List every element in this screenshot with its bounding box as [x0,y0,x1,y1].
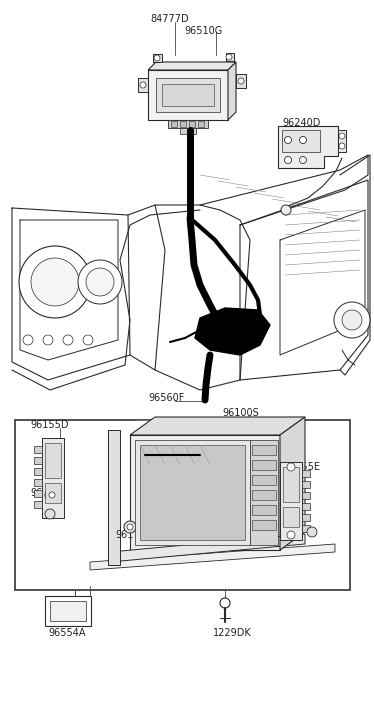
Polygon shape [287,531,295,539]
Polygon shape [281,205,291,215]
Bar [282,130,320,152]
Bar [34,490,42,497]
Polygon shape [138,78,148,92]
Bar [168,120,208,128]
Text: 96155D: 96155D [30,420,68,430]
Polygon shape [228,62,236,120]
Polygon shape [140,82,146,88]
Bar [302,470,310,477]
Bar [302,503,310,510]
Bar [34,457,42,464]
Text: 96173: 96173 [115,530,146,540]
Polygon shape [285,137,291,143]
Polygon shape [86,268,114,296]
Polygon shape [83,335,93,345]
Polygon shape [287,463,295,471]
Text: 96510G: 96510G [184,26,222,36]
Polygon shape [236,74,246,88]
Bar [45,443,61,478]
Polygon shape [148,62,236,70]
Bar [34,446,42,453]
Polygon shape [342,310,362,330]
Polygon shape [19,246,91,318]
Polygon shape [23,335,33,345]
Polygon shape [127,524,133,530]
Polygon shape [220,598,230,608]
Polygon shape [90,544,335,570]
Text: 96240D: 96240D [282,118,321,128]
Polygon shape [42,438,64,518]
Polygon shape [339,133,345,139]
Polygon shape [334,302,370,338]
Polygon shape [300,137,307,143]
Polygon shape [31,258,79,306]
Text: 96173: 96173 [30,488,61,498]
Bar [45,596,91,626]
Polygon shape [108,430,120,565]
Text: 84777D: 84777D [150,14,188,24]
Polygon shape [45,509,55,519]
Bar [252,490,276,500]
Text: 96560F: 96560F [148,393,184,403]
Bar [302,492,310,499]
Polygon shape [110,534,305,562]
Bar [156,78,220,112]
Bar [302,514,310,521]
Bar [34,468,42,475]
Polygon shape [238,78,244,84]
Bar [171,121,177,127]
Polygon shape [280,462,302,540]
Polygon shape [63,335,73,345]
Polygon shape [226,53,234,61]
Bar [180,121,186,127]
Text: 96155E: 96155E [283,462,320,472]
Polygon shape [130,417,305,435]
Bar [250,440,278,545]
Bar [148,70,228,120]
Polygon shape [78,260,122,304]
Bar [252,460,276,470]
Bar [189,121,195,127]
Bar [180,128,196,134]
Polygon shape [124,521,136,533]
Polygon shape [300,156,307,164]
Polygon shape [307,527,317,537]
Text: 1229DK: 1229DK [213,628,252,638]
Polygon shape [45,488,59,502]
Bar [34,479,42,486]
Bar [252,475,276,485]
Polygon shape [43,335,53,345]
Bar [283,507,299,527]
Bar [50,601,86,621]
Bar [302,481,310,488]
Polygon shape [154,55,160,61]
Polygon shape [278,126,338,168]
Polygon shape [153,54,162,62]
Polygon shape [280,417,305,550]
Bar [252,505,276,515]
Bar [283,467,299,502]
Polygon shape [195,308,270,355]
Bar [135,440,250,545]
Bar [162,84,214,106]
Polygon shape [285,156,291,164]
Polygon shape [338,130,346,152]
Bar [302,525,310,532]
Polygon shape [49,492,55,498]
Polygon shape [130,435,280,550]
Text: 96100S: 96100S [222,408,259,418]
Bar [252,445,276,455]
Bar [198,121,204,127]
Bar [15,420,350,590]
Bar [45,483,61,503]
Bar [252,520,276,530]
Bar [34,501,42,508]
Bar [140,445,245,540]
Polygon shape [226,54,232,60]
Text: 96554A: 96554A [48,628,86,638]
Polygon shape [339,143,345,149]
